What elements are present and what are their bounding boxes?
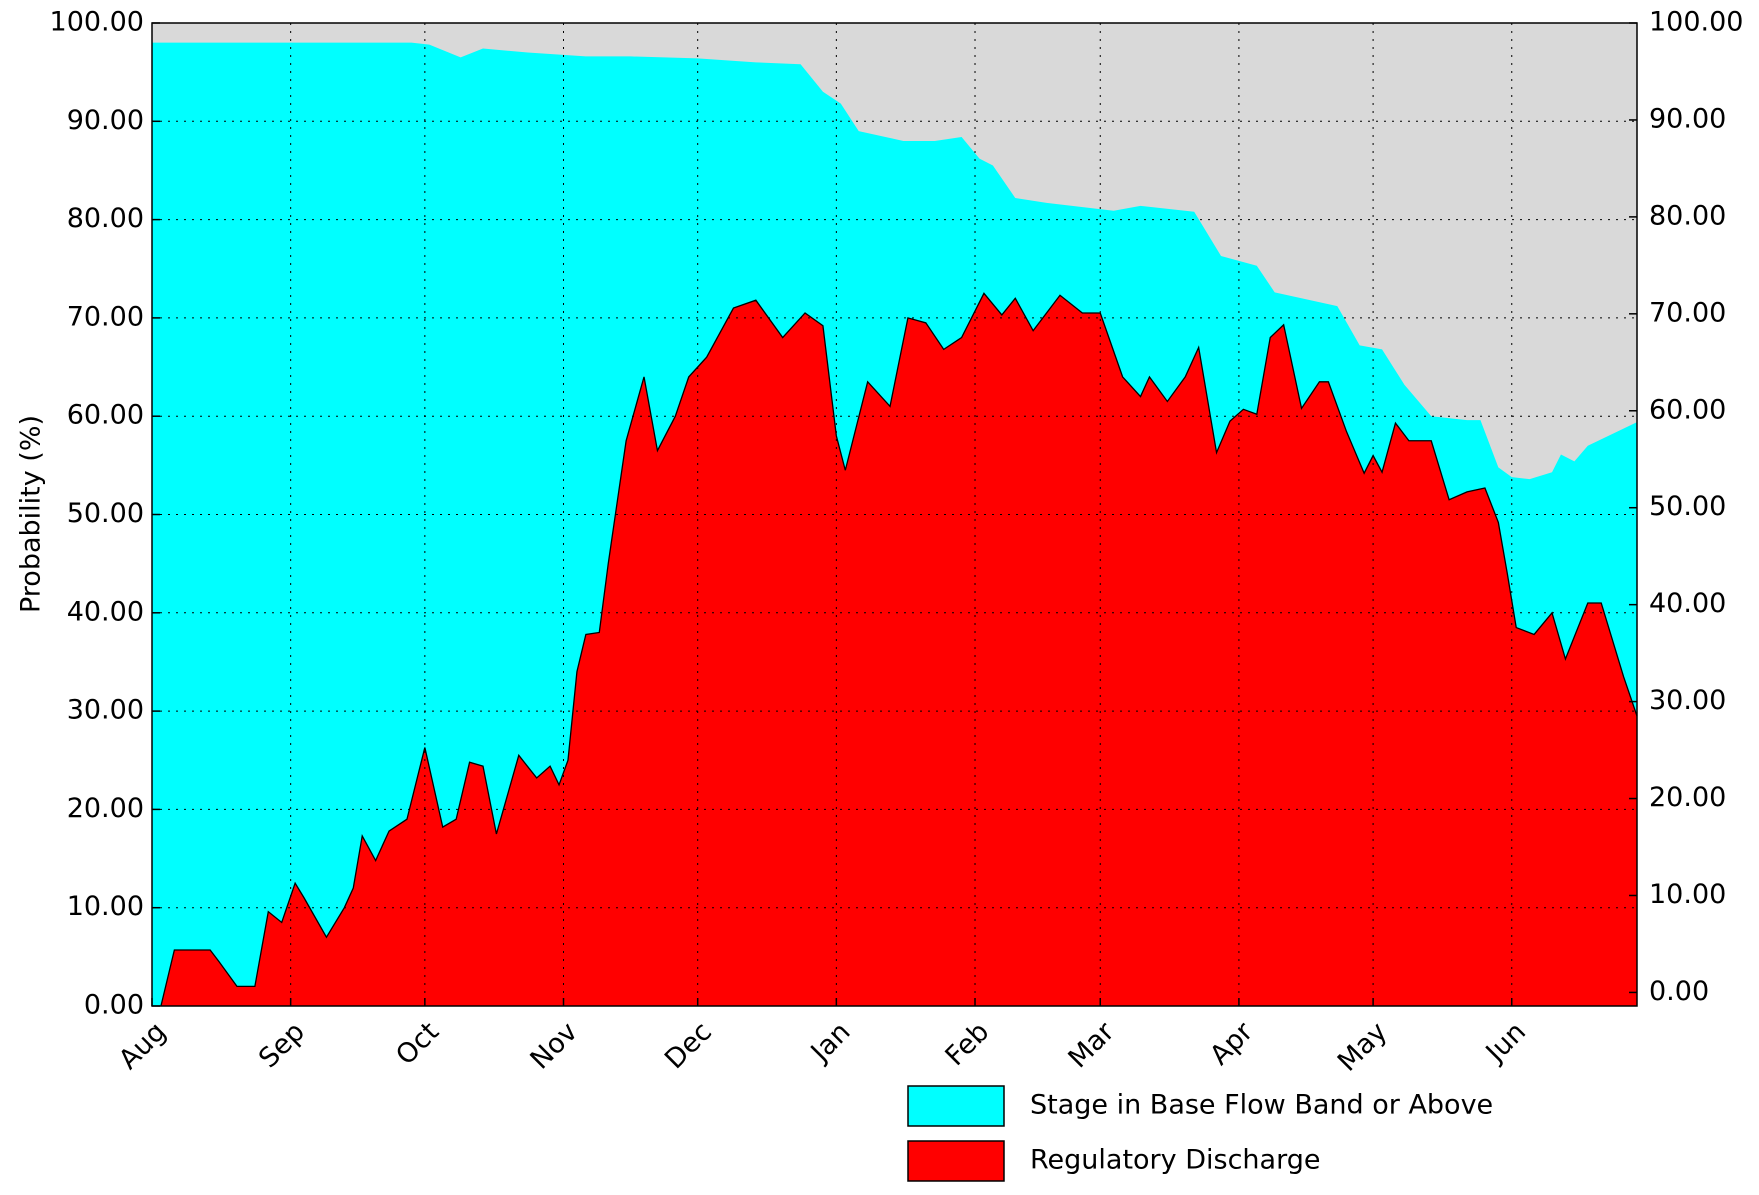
y-tick-label: 80.00 bbox=[67, 203, 144, 234]
x-tick-label: Jan bbox=[804, 1016, 857, 1069]
y2-tick-label: 80.00 bbox=[1649, 200, 1726, 231]
x-tick-label: Oct bbox=[390, 1016, 445, 1071]
y2-tick-label: 60.00 bbox=[1649, 394, 1726, 425]
x-tick-label: Dec bbox=[659, 1016, 718, 1075]
y2-tick-label: 30.00 bbox=[1649, 685, 1726, 716]
area bbox=[160, 293, 1637, 1006]
y-tick-label: 30.00 bbox=[67, 695, 144, 726]
y2-tick-label: 20.00 bbox=[1649, 782, 1726, 813]
y-tick-label: 70.00 bbox=[67, 301, 144, 332]
y-tick-label: 100.00 bbox=[50, 7, 144, 38]
area-outline bbox=[160, 292, 1638, 1007]
legend-swatch bbox=[907, 1140, 1005, 1182]
y2-tick-label: 100.00 bbox=[1649, 7, 1743, 38]
y-tick-label: 40.00 bbox=[67, 596, 144, 627]
y-tick-label: 20.00 bbox=[67, 793, 144, 824]
plot-frame bbox=[151, 22, 1638, 1007]
y-tick-label: 90.00 bbox=[67, 105, 144, 136]
x-tick-label: Jun bbox=[1479, 1016, 1532, 1069]
y2-tick-label: 10.00 bbox=[1649, 879, 1726, 910]
x-tick-label: Sep bbox=[253, 1016, 311, 1074]
y2-tick-label: 70.00 bbox=[1649, 297, 1726, 328]
y2-tick-label: 90.00 bbox=[1649, 103, 1726, 134]
x-tick-label: Mar bbox=[1063, 1016, 1122, 1075]
y-tick-label: 10.00 bbox=[67, 891, 144, 922]
x-tick-label: May bbox=[1332, 1016, 1393, 1077]
y-axis-label: Probability (%) bbox=[16, 415, 47, 613]
y2-tick-label: 0.00 bbox=[1649, 976, 1709, 1007]
y-tick-label: 60.00 bbox=[67, 400, 144, 431]
y-tick-label: 0.00 bbox=[84, 990, 144, 1021]
x-tick-label: Apr bbox=[1204, 1016, 1260, 1072]
legend-label: Stage in Base Flow Band or Above bbox=[1030, 1090, 1493, 1121]
x-tick-label: Aug bbox=[113, 1016, 172, 1075]
y2-tick-label: 40.00 bbox=[1649, 588, 1726, 619]
x-tick-label: Nov bbox=[525, 1016, 584, 1075]
legend-label: Regulatory Discharge bbox=[1030, 1145, 1320, 1176]
y-tick-label: 50.00 bbox=[67, 498, 144, 529]
x-tick-label: Feb bbox=[940, 1016, 996, 1072]
y2-tick-label: 50.00 bbox=[1649, 491, 1726, 522]
legend-swatch bbox=[907, 1085, 1005, 1127]
